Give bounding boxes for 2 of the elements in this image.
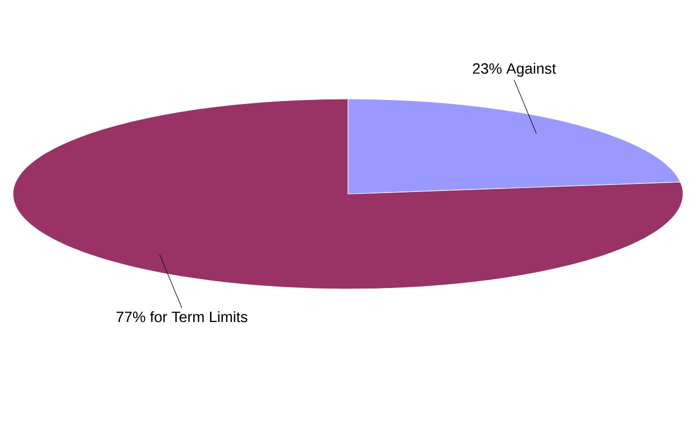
slice-label: 23% Against [472, 62, 556, 77]
slice-label: 77% for Term Limits [116, 311, 248, 322]
